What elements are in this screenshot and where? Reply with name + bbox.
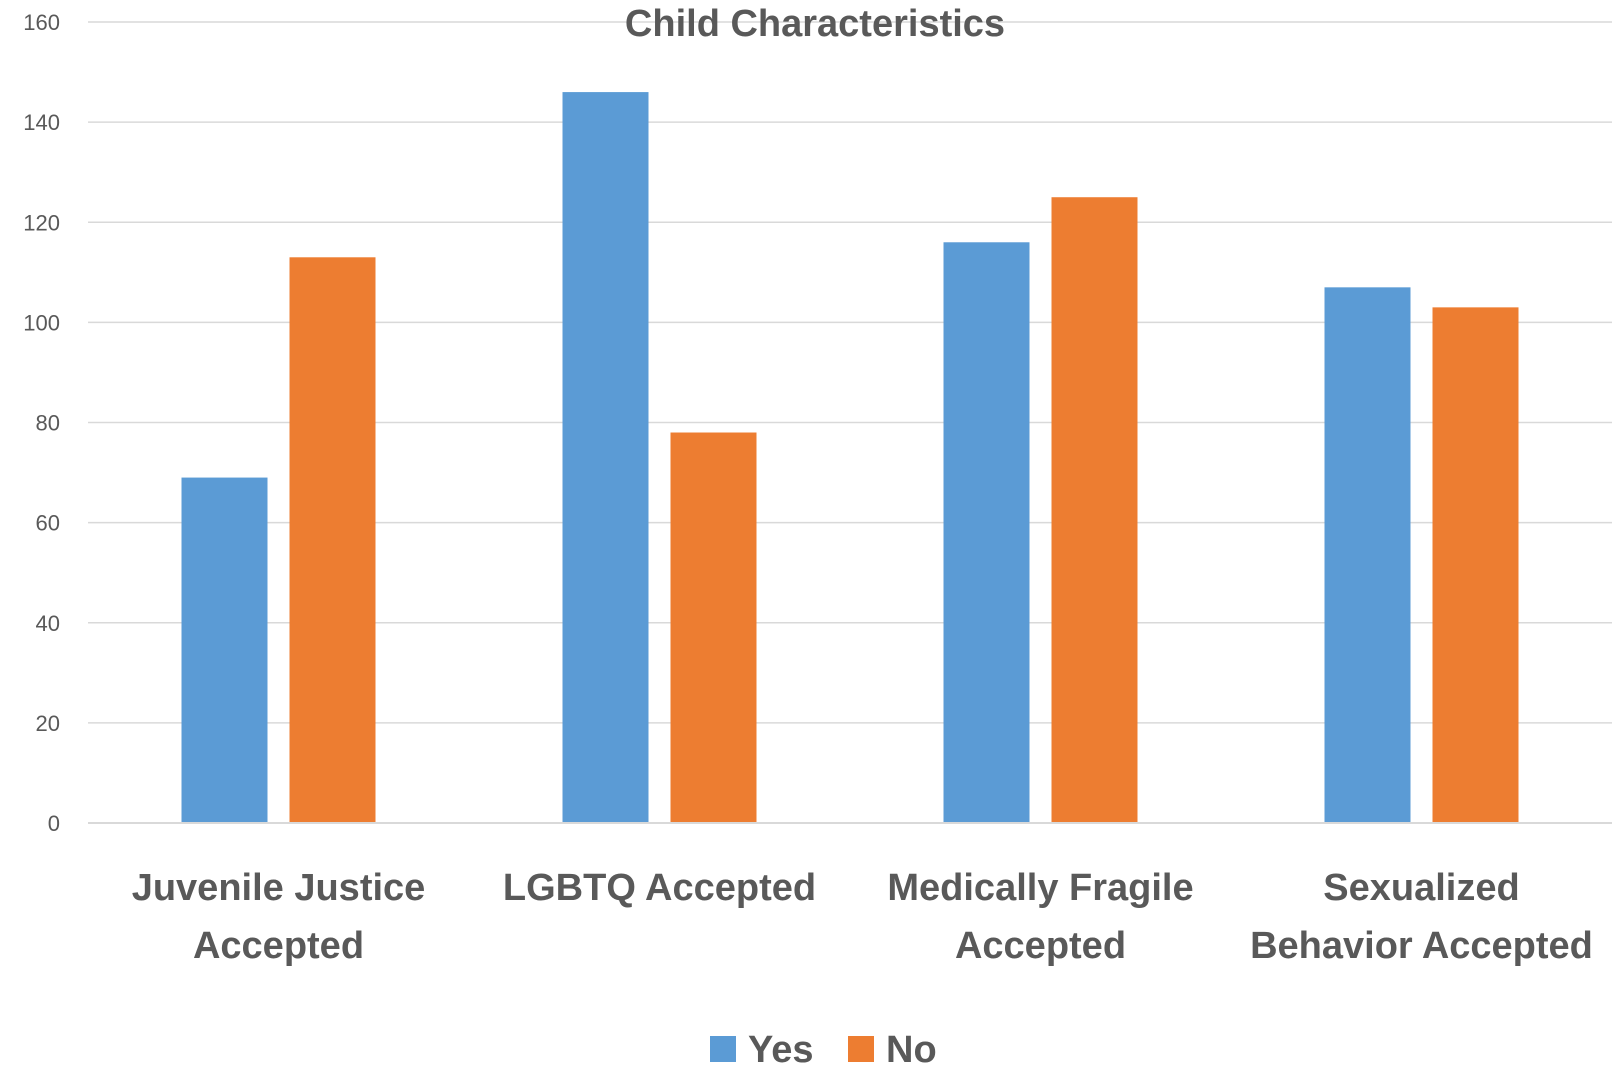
legend-swatch-yes xyxy=(710,1036,736,1062)
y-tick-label: 60 xyxy=(36,511,60,536)
x-category-label-line: Sexualized xyxy=(1323,867,1519,909)
x-category-label: LGBTQ Accepted xyxy=(503,867,816,909)
x-category-label-line: Behavior Accepted xyxy=(1250,925,1593,967)
x-category-label-line: Accepted xyxy=(955,925,1126,967)
bar-no-4 xyxy=(1432,307,1519,823)
x-category-label: Medically Fragile Accepted xyxy=(887,867,1193,967)
bar-yes-3 xyxy=(943,242,1030,823)
y-tick-label: 140 xyxy=(23,110,60,135)
x-axis-labels: Juvenile Justice Accepted LGBTQ Accepted Me… xyxy=(132,867,1593,967)
y-tick-label: 0 xyxy=(48,811,60,836)
bars xyxy=(181,92,1519,823)
legend-swatch-no xyxy=(848,1036,874,1062)
y-tick-label: 20 xyxy=(36,711,60,736)
y-tick-label: 160 xyxy=(23,10,60,35)
y-tick-label: 120 xyxy=(23,210,60,235)
x-category-label-line: Juvenile Justice xyxy=(132,867,426,909)
x-category-label: Sexualized Behavior Accepted xyxy=(1250,867,1593,967)
x-category-label-line: Medically Fragile xyxy=(887,867,1193,909)
bar-yes-2 xyxy=(562,92,649,823)
legend: Yes No xyxy=(710,1029,937,1071)
x-category-label-line: Accepted xyxy=(193,925,364,967)
bar-no-2 xyxy=(670,432,757,823)
bar-no-1 xyxy=(289,257,376,823)
y-tick-label: 80 xyxy=(36,411,60,436)
bar-yes-1 xyxy=(181,477,268,823)
y-tick-label: 40 xyxy=(36,611,60,636)
legend-label-yes: Yes xyxy=(748,1029,814,1071)
y-axis-ticks: 0 20 40 60 80 100 120 140 160 xyxy=(23,10,60,836)
y-tick-label: 100 xyxy=(23,310,60,335)
bar-no-3 xyxy=(1051,197,1138,823)
x-category-label-line: LGBTQ Accepted xyxy=(503,867,816,909)
legend-label-no: No xyxy=(886,1029,937,1071)
chart-title: Child Characteristics xyxy=(625,3,1005,45)
bar-yes-4 xyxy=(1324,287,1411,823)
x-category-label: Juvenile Justice Accepted xyxy=(132,867,426,967)
